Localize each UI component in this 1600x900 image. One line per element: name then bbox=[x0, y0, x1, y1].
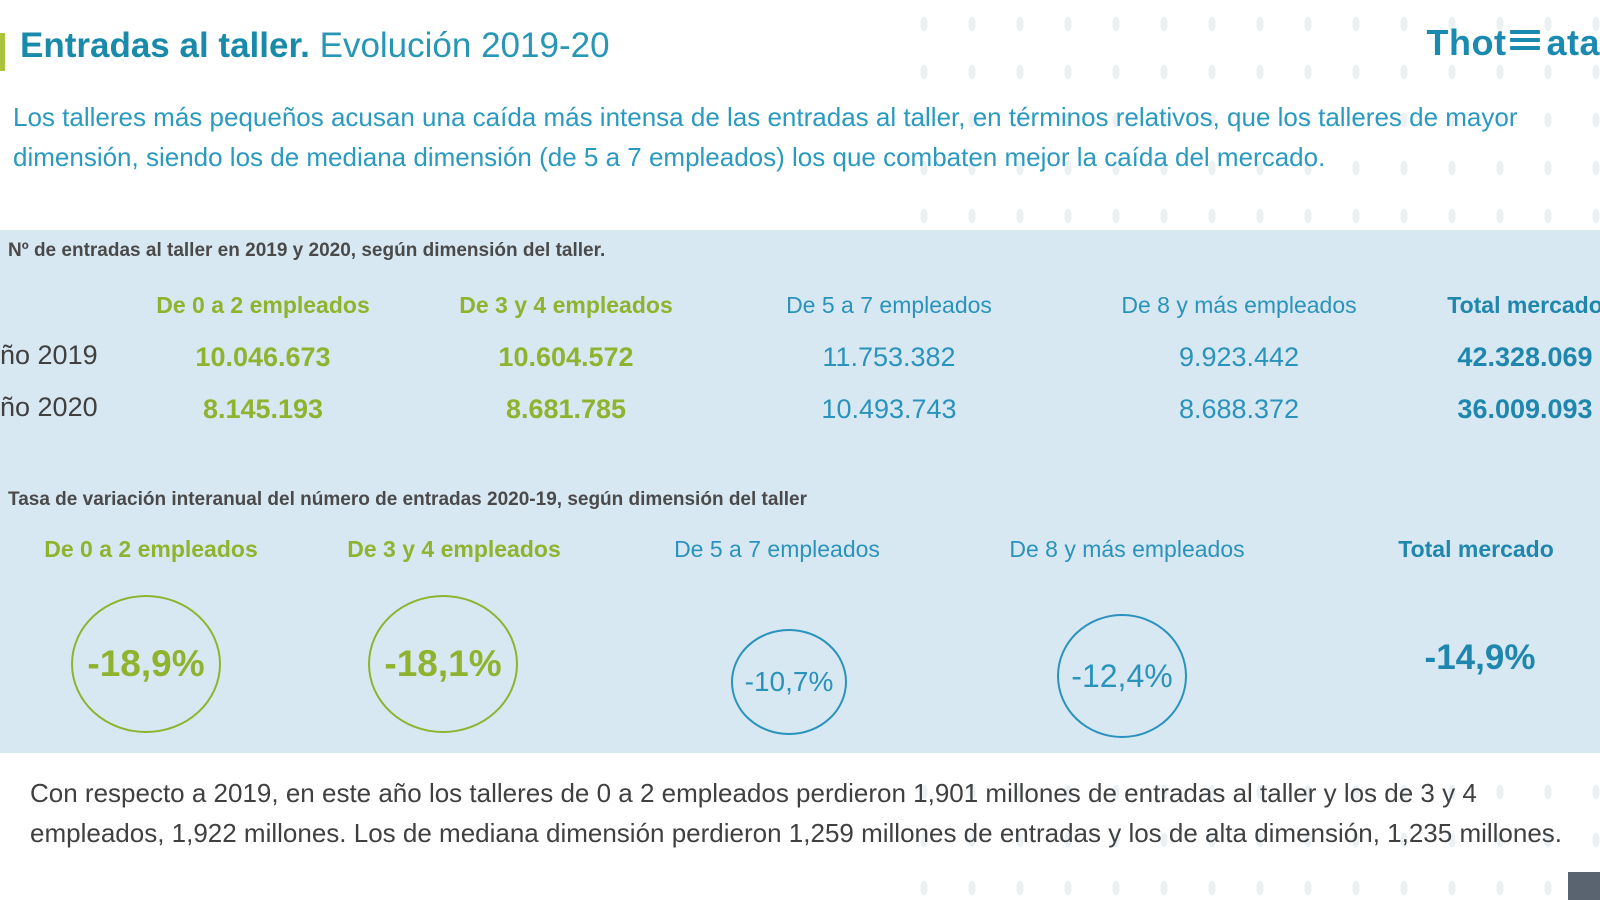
table-cell: 36.009.093 bbox=[1457, 394, 1593, 424]
rate-circle-3: -12,4% bbox=[1057, 614, 1187, 738]
rates-col-2: De 5 a 7 empleados bbox=[674, 536, 880, 562]
table-col-0: De 0 a 2 empleados bbox=[156, 292, 370, 318]
footer-paragraph: Con respecto a 2019, en este año los tal… bbox=[30, 778, 1563, 848]
logo-text-left: Thot bbox=[1426, 22, 1507, 63]
title-accent-bar bbox=[0, 33, 5, 71]
rate-value: -12,4% bbox=[1071, 657, 1173, 694]
rates-col-0: De 0 a 2 empleados bbox=[44, 536, 258, 562]
data-panel: Nº de entradas al taller en 2019 y 2020,… bbox=[0, 230, 1600, 753]
table-cell: 8.681.785 bbox=[505, 394, 627, 424]
table-cell: 10.604.572 bbox=[498, 342, 634, 372]
table-cell: 42.328.069 bbox=[1457, 342, 1593, 372]
rate-total: -14,9% bbox=[1424, 638, 1536, 677]
table-cell: 11.753.382 bbox=[822, 342, 956, 372]
thotdata-logo: Thot ata bbox=[1427, 22, 1600, 64]
table-col-3: De 8 y más empleados bbox=[1121, 292, 1357, 318]
rate-circle-1: -18,1% bbox=[368, 595, 518, 733]
rate-circle-0: -18,9% bbox=[71, 595, 221, 733]
rate-circle-2: -10,7% bbox=[731, 629, 847, 735]
logo-bars-icon bbox=[1510, 30, 1541, 58]
table-col-1: De 3 y 4 empleados bbox=[459, 292, 673, 318]
rates-col-1: De 3 y 4 empleados bbox=[347, 536, 561, 562]
rates-subtitle: Tasa de variación interanual del número … bbox=[8, 489, 807, 510]
table-cell: 10.046.673 bbox=[195, 342, 331, 372]
table-cell: 8.688.372 bbox=[1178, 394, 1300, 424]
title-rest: Evolución 2019-20 bbox=[309, 26, 610, 65]
row-label-2020: ño 2020 bbox=[0, 392, 98, 422]
table-col-4: Total mercado bbox=[1447, 292, 1600, 318]
rates-col-3: De 8 y más empleados bbox=[1009, 536, 1245, 562]
table-cell: 8.145.193 bbox=[202, 394, 324, 424]
table-cell: 9.923.442 bbox=[1178, 342, 1300, 372]
table-cell: 10.493.743 bbox=[821, 394, 957, 424]
rate-value: -18,1% bbox=[384, 643, 502, 684]
logo-text-right: ata bbox=[1546, 22, 1600, 63]
table-col-2: De 5 a 7 empleados bbox=[786, 292, 992, 318]
row-label-2019: ño 2019 bbox=[0, 340, 98, 370]
table-subtitle: Nº de entradas al taller en 2019 y 2020,… bbox=[8, 240, 606, 261]
title-bold: Entradas al taller. bbox=[20, 26, 310, 65]
page-title: Entradas al taller. Evolución 2019-20 bbox=[20, 26, 610, 66]
rates-col-4: Total mercado bbox=[1398, 536, 1554, 562]
intro-paragraph: Los talleres más pequeños acusan una caí… bbox=[13, 102, 1518, 172]
corner-mark bbox=[1568, 872, 1600, 900]
rate-value: -10,7% bbox=[744, 666, 834, 697]
rate-value: -18,9% bbox=[87, 643, 205, 684]
